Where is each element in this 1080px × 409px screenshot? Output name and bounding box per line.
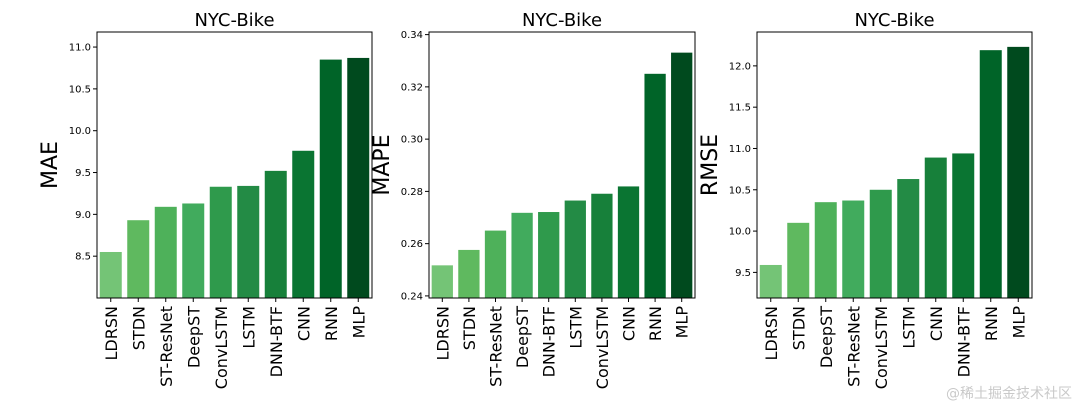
y-tick-label: 0.30 — [401, 135, 423, 146]
bar-stdn — [127, 220, 150, 298]
chart-panel-2: 0.24 0.26 0.28 0.30 0.32 0.34 LDRSN STDN ST-ResN… — [370, 10, 696, 389]
bar-stdn — [458, 249, 480, 298]
y-tick-label: 0.26 — [401, 239, 423, 250]
bar-deepst — [814, 202, 837, 298]
x-tick-label: CNN — [294, 306, 313, 341]
y-tick-label: 10.5 — [69, 84, 91, 95]
x-tick-label: STDN — [789, 306, 808, 350]
bar-stdn — [787, 222, 810, 298]
chart-title: NYC-Bike — [854, 10, 934, 31]
x-tick-label: RNN — [982, 306, 1001, 341]
bar-dnn-btf — [264, 170, 287, 298]
x-tick-label: STDN — [129, 306, 148, 350]
bar-ldrsn — [759, 264, 782, 298]
x-tick-label: CNN — [620, 306, 639, 341]
bar-rnn — [644, 73, 666, 298]
y-tick-label: 10.5 — [729, 185, 751, 196]
chart-panel-1: 8.5 9.0 9.5 10.0 10.5 11.0 LDRSN STDN ST-ResNet D… — [38, 10, 373, 389]
x-tick-label: ConvLSTM — [212, 306, 231, 389]
bar-ldrsn — [431, 265, 453, 298]
x-tick-label: ST-ResNet — [844, 306, 863, 387]
x-tick-label: RNN — [322, 306, 341, 341]
y-tick-label: 9.5 — [735, 268, 751, 279]
bar-mlp — [671, 52, 693, 298]
bar-st-resnet — [842, 200, 865, 298]
x-tick-label: LSTM — [566, 306, 585, 349]
x-tick-label: ST-ResNet — [157, 306, 176, 387]
bar-mlp — [347, 57, 370, 299]
y-tick-label: 12.0 — [729, 61, 751, 72]
x-tick-label: RNN — [646, 306, 665, 341]
x-tick-label: LDRSN — [433, 306, 452, 360]
chart-title: NYC-Bike — [522, 10, 602, 31]
x-tick-label: DNN-BTF — [954, 306, 973, 377]
y-axis-label: MAPE — [370, 134, 395, 195]
x-tick-label: DNN-BTF — [267, 306, 286, 377]
y-tick-label: 0.28 — [401, 187, 423, 198]
bar-cnn — [292, 150, 315, 298]
y-tick-label: 0.34 — [401, 30, 423, 41]
bar-cnn — [924, 157, 947, 298]
x-tick-label: MLP — [673, 306, 692, 339]
x-tick-label: LDRSN — [762, 306, 781, 360]
y-axis-label: MAE — [38, 141, 63, 189]
bar-lstm — [897, 179, 920, 298]
x-tick-label: MLP — [349, 306, 368, 339]
y-tick-label: 0.32 — [401, 82, 423, 93]
y-axis-label: RMSE — [698, 134, 723, 196]
plot-frame — [756, 31, 1033, 299]
bar-rnn — [319, 59, 342, 298]
y-tick-label: 10.0 — [729, 227, 751, 238]
bar-dnn-btf — [952, 153, 975, 298]
x-tick-label: DNN-BTF — [540, 306, 559, 377]
chart-title: NYC-Bike — [194, 10, 274, 31]
y-tick-label: 10.0 — [69, 126, 91, 137]
x-tick-label: ConvLSTM — [593, 306, 612, 389]
y-tick-label: 11.0 — [729, 144, 751, 155]
bar-dnn-btf — [538, 212, 560, 298]
x-tick-label: DeepST — [184, 306, 203, 368]
bar-cnn — [617, 186, 640, 298]
bar-convlstm — [869, 189, 892, 298]
chart-panel-3: 9.5 10.0 10.5 11.0 11.5 12.0 LDRSN STDN DeepST ST… — [698, 10, 1033, 389]
x-tick-label: DeepST — [817, 306, 836, 368]
bar-deepst — [182, 203, 205, 298]
bar-rnn — [979, 50, 1002, 298]
bar-convlstm — [209, 186, 232, 298]
y-tick-label: 11.0 — [69, 43, 91, 54]
plot-frame — [428, 31, 696, 299]
bar-st-resnet — [154, 206, 177, 298]
x-tick-label: LSTM — [899, 306, 918, 349]
plot-frame — [96, 31, 373, 299]
x-tick-label: LDRSN — [102, 306, 121, 360]
x-tick-label: CNN — [927, 306, 946, 341]
y-tick-label: 11.5 — [729, 103, 751, 114]
y-tick-label: 8.5 — [75, 252, 91, 263]
bar-st-resnet — [484, 230, 507, 298]
watermark-text: @稀土掘金技术社区 — [946, 386, 1072, 402]
bar-ldrsn — [99, 251, 122, 298]
bar-deepst — [511, 212, 533, 298]
x-tick-label: STDN — [460, 306, 479, 350]
bar-mlp — [1007, 46, 1030, 299]
bar-lstm — [564, 200, 586, 298]
x-tick-label: MLP — [1009, 306, 1028, 339]
y-tick-label: 0.24 — [401, 291, 423, 302]
bar-convlstm — [591, 193, 613, 298]
x-tick-label: LSTM — [239, 306, 258, 349]
x-tick-label: ST-ResNet — [487, 306, 506, 387]
x-tick-label: ConvLSTM — [872, 306, 891, 389]
bar-lstm — [237, 185, 260, 298]
y-tick-label: 9.5 — [75, 168, 91, 179]
y-tick-label: 9.0 — [75, 210, 91, 221]
x-tick-label: DeepST — [513, 306, 532, 368]
